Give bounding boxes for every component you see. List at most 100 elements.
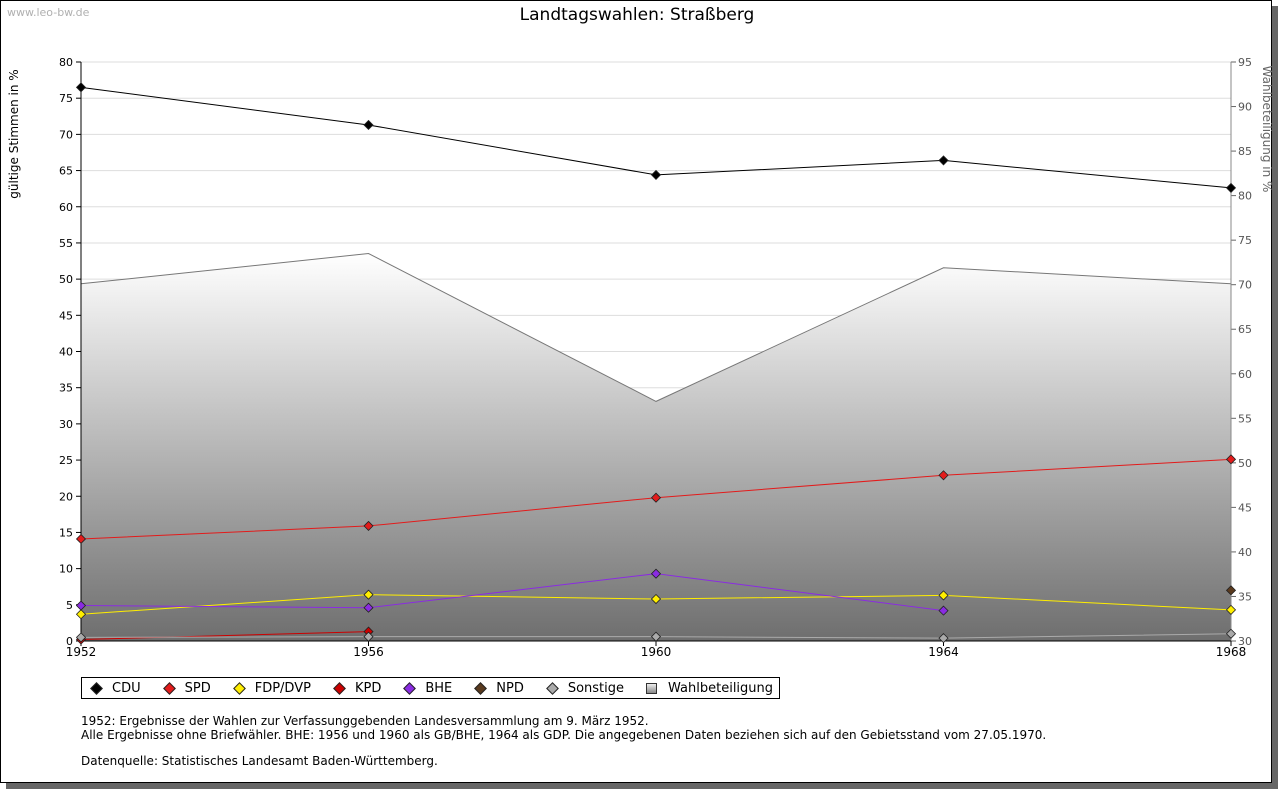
data-point [938, 590, 949, 601]
legend-label: KPD [354, 680, 382, 696]
legend-item: Wahlbeteiligung [644, 681, 773, 696]
chart-title: Landtagswahlen: Straßberg [519, 5, 755, 25]
data-point [1225, 585, 1237, 596]
y-right-tick-label: 95 [1238, 56, 1252, 69]
legend-marker [544, 682, 560, 695]
legend-item: KPD [331, 681, 381, 696]
y-tick-label: 15 [59, 526, 73, 539]
legend-label: Sonstige [567, 680, 625, 696]
y-right-tick-label: 85 [1238, 145, 1252, 158]
data-point [650, 568, 662, 579]
series-sonstige [75, 628, 1237, 644]
y-tick-label: 25 [59, 454, 73, 467]
legend-label: SPD [184, 680, 211, 696]
legend-item: BHE [401, 681, 452, 696]
y-tick-label: 30 [59, 418, 73, 431]
y-tick-label: 65 [59, 165, 73, 178]
legend-label: FDP/DVP [254, 680, 311, 696]
legend-marker [472, 682, 488, 695]
turnout-area-line [80, 253, 1232, 402]
y-tick-label: 80 [59, 56, 73, 69]
data-point [75, 632, 87, 643]
legend-marker [88, 682, 104, 695]
series-line [80, 573, 944, 612]
legend-item: FDP/DVP [231, 681, 311, 696]
turnout-area [80, 253, 1232, 641]
y-right-tick-label: 50 [1238, 457, 1252, 470]
y-right-tick-label: 65 [1238, 323, 1252, 336]
data-point [938, 155, 949, 166]
data-point [1225, 604, 1237, 615]
y-right-tick-label: 60 [1238, 368, 1252, 381]
data-point [1225, 182, 1237, 193]
y-right-tick-label: 55 [1238, 412, 1252, 425]
y-tick-label: 20 [59, 490, 73, 503]
y-tick-label: 35 [59, 382, 73, 395]
legend-label: CDU [112, 680, 141, 696]
data-point [363, 520, 374, 531]
note-line-2: Alle Ergebnisse ohne Briefwähler. BHE: 1… [81, 728, 1047, 742]
y-tick-label: 75 [59, 92, 73, 105]
line-chart: 0 5 10 15 20 25 30 35 40 45 50 55 60 65 70 75 80 30 35 40 45… [7, 56, 1273, 659]
data-point [75, 533, 87, 545]
watermark: www.leo-bw.de [7, 6, 90, 19]
series-cdu [75, 82, 1237, 193]
y-tick-label: 55 [59, 237, 73, 250]
y-right-tick-label: 45 [1238, 501, 1252, 514]
legend-marker [331, 682, 347, 695]
legend-item: NPD [472, 681, 524, 696]
data-point [1225, 454, 1237, 465]
note-line-1: 1952: Ergebnisse der Wahlen zur Verfassu… [81, 714, 649, 728]
data-point [938, 633, 949, 644]
y-right-tick-label: 40 [1238, 546, 1252, 559]
data-point [650, 631, 662, 642]
x-tick-label: 1968 [1216, 645, 1247, 659]
x-tick-label: 1960 [641, 645, 672, 659]
legend-item: CDU [88, 681, 141, 696]
data-point [363, 119, 374, 131]
data-point [1225, 628, 1237, 639]
y-right-tick-label: 90 [1238, 101, 1252, 114]
y-right-tick-label: 35 [1238, 590, 1252, 603]
y-tick-label: 60 [59, 201, 73, 214]
x-tick-label: 1964 [928, 645, 959, 659]
legend-item: Sonstige [544, 681, 624, 696]
data-source: Datenquelle: Statistisches Landesamt Bad… [81, 754, 438, 768]
y-tick-label: 45 [59, 309, 73, 322]
y-right-tick-label: 30 [1238, 635, 1252, 648]
legend-marker [231, 682, 247, 695]
y-tick-label: 0 [66, 635, 73, 648]
y-right-tick-label: 80 [1238, 190, 1252, 203]
legend-item: SPD [161, 681, 211, 696]
series [75, 82, 1237, 645]
data-point [75, 600, 87, 611]
legend: CDU SPD FDP/DVP KPD BHE NPD Sonstige Wahlbeteil… [81, 677, 781, 699]
legend-label: NPD [496, 680, 524, 696]
legend-label: Wahlbeteiligung [668, 680, 774, 696]
data-point [363, 602, 374, 613]
series-spd [75, 454, 1237, 545]
series-line [80, 631, 369, 641]
y-tick-label: 40 [59, 346, 73, 359]
y-tick-label: 10 [59, 563, 73, 576]
data-point [363, 589, 374, 600]
turnout-area-fill [81, 253, 1231, 641]
y-right-tick-label: 70 [1238, 279, 1252, 292]
legend-marker [644, 682, 660, 694]
y-axis-title-right: Wahlbeteiligung in % [1260, 66, 1273, 193]
x-tick-label: 1952 [66, 645, 97, 659]
x-tick-label: 1956 [353, 645, 384, 659]
data-point [75, 609, 87, 620]
y-right-tick-label: 75 [1238, 234, 1252, 247]
data-point [650, 593, 662, 605]
series-fdp-dvp [75, 589, 1237, 620]
series-npd [1225, 585, 1237, 596]
notes: 1952: Ergebnisse der Wahlen zur Verfassu… [81, 714, 1046, 768]
data-point [938, 605, 949, 616]
data-point [75, 82, 87, 93]
y-axis-title-left: gültige Stimmen in % [7, 69, 21, 198]
y-tick-label: 5 [66, 599, 73, 612]
y-tick-label: 70 [59, 128, 73, 141]
data-point [363, 631, 374, 642]
